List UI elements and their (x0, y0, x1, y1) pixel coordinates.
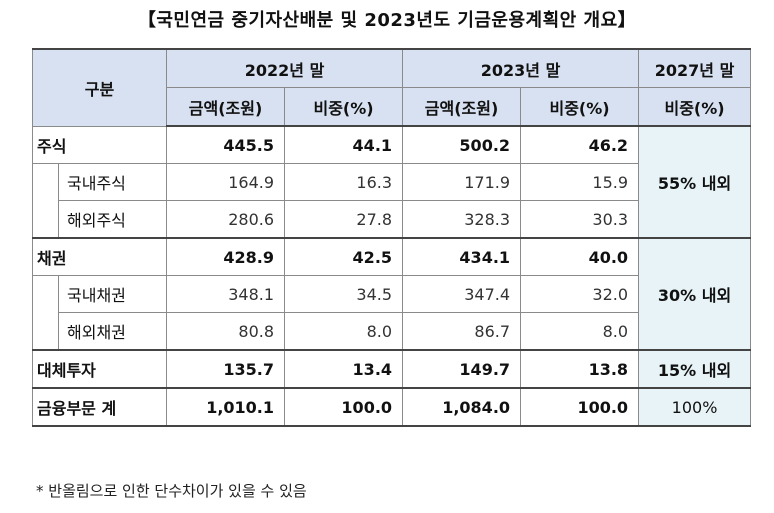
cell-amount-2023: 149.7 (402, 349, 522, 389)
cell-share-2023: 46.2 (520, 125, 640, 164)
table-row-stocks: 주식 445.5 44.1 500.2 46.2 55% 내외 (31, 125, 752, 239)
cell-amount-2022: 135.7 (166, 349, 286, 389)
cell-amount-2022: 80.8 (166, 312, 286, 351)
row-label: 국내주식 (57, 163, 168, 201)
header-category: 구분 (31, 48, 168, 127)
cell-target-2027-total: 100% (638, 387, 752, 427)
cell-amount-2023: 328.3 (402, 200, 522, 239)
cell-target-2027-alternative: 15% 내외 (638, 349, 752, 389)
cell-amount-2023: 1,084.0 (402, 387, 522, 427)
table-row-alternative: 대체투자 135.7 13.4 149.7 13.8 15% 내외 (31, 349, 752, 389)
row-label: 주식 (31, 125, 168, 164)
cell-amount-2022: 428.9 (166, 237, 286, 276)
row-label: 대체투자 (31, 349, 168, 389)
row-label: 국내채권 (57, 275, 168, 313)
cell-share-2022: 27.8 (284, 200, 404, 239)
header-2023: 2023년 말 (402, 48, 640, 88)
row-label: 해외주식 (57, 200, 168, 239)
cell-share-2023: 32.0 (520, 275, 640, 313)
cell-share-2023: 15.9 (520, 163, 640, 201)
cell-amount-2022: 280.6 (166, 200, 286, 239)
cell-amount-2023: 434.1 (402, 237, 522, 276)
header-2027: 2027년 말 (638, 48, 752, 88)
cell-share-2023: 100.0 (520, 387, 640, 427)
cell-amount-2022: 348.1 (166, 275, 286, 313)
footnote: * 반올림으로 인한 단수차이가 있을 수 있음 (36, 482, 307, 500)
cell-target-2027-bonds: 30% 내외 (638, 237, 752, 351)
cell-amount-2022: 445.5 (166, 125, 286, 164)
cell-target-2027-stocks: 55% 내외 (638, 125, 752, 239)
row-label: 채권 (31, 237, 168, 276)
table-row-total: 금융부문 계 1,010.1 100.0 1,084.0 100.0 100% (31, 387, 752, 427)
cell-amount-2023: 500.2 (402, 125, 522, 164)
table-row-foreign-bonds: 해외채권 80.8 8.0 86.7 8.0 (32, 312, 751, 351)
row-label: 해외채권 (57, 312, 168, 351)
header-amount-2023: 금액(조원) (402, 87, 522, 127)
cell-amount-2023: 347.4 (402, 275, 522, 313)
cell-amount-2022: 1,010.1 (166, 387, 286, 427)
asset-allocation-table: 구분 2022년 말 2023년 말 2027년 말 금액(조원) 비중(%) … (31, 48, 752, 427)
cell-share-2022: 34.5 (284, 275, 404, 313)
cell-amount-2023: 86.7 (402, 312, 522, 351)
cell-share-2022: 44.1 (284, 125, 404, 164)
table-row-domestic-bonds: 국내채권 348.1 34.5 347.4 32.0 (32, 275, 751, 313)
row-label: 금융부문 계 (31, 387, 168, 427)
header-share-2023: 비중(%) (520, 87, 640, 127)
header-share-2027: 비중(%) (638, 87, 752, 127)
cell-share-2022: 100.0 (284, 387, 404, 427)
cell-share-2022: 42.5 (284, 237, 404, 276)
cell-share-2023: 8.0 (520, 312, 640, 351)
header-share-2022: 비중(%) (284, 87, 404, 127)
page-title: 【국민연금 중기자산배분 및 2023년도 기금운용계획안 개요】 (137, 10, 637, 31)
table-row-domestic-stocks: 국내주식 164.9 16.3 171.9 15.9 (32, 163, 751, 201)
table-row-bonds: 채권 428.9 42.5 434.1 40.0 30% 내외 (31, 237, 752, 351)
cell-share-2023: 40.0 (520, 237, 640, 276)
cell-share-2023: 13.8 (520, 349, 640, 389)
cell-share-2022: 8.0 (284, 312, 404, 351)
header-amount-2022: 금액(조원) (166, 87, 286, 127)
table-row-foreign-stocks: 해외주식 280.6 27.8 328.3 30.3 (32, 200, 751, 239)
cell-share-2023: 30.3 (520, 200, 640, 239)
cell-amount-2023: 171.9 (402, 163, 522, 201)
cell-amount-2022: 164.9 (166, 163, 286, 201)
cell-share-2022: 16.3 (284, 163, 404, 201)
cell-share-2022: 13.4 (284, 349, 404, 389)
header-2022: 2022년 말 (166, 48, 404, 88)
